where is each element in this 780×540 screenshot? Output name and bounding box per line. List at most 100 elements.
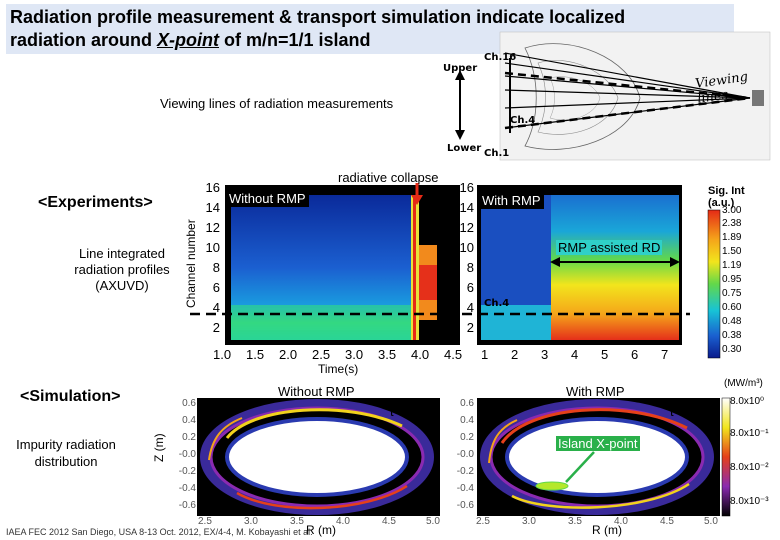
simulation-with-rmp: [477, 398, 720, 516]
ytick: -0.2: [178, 466, 196, 477]
title-line2-em: X-point: [157, 30, 219, 50]
ytick: -0.0: [456, 449, 474, 460]
xtick: 7: [661, 347, 669, 362]
colorbar-tick: 2.38: [722, 218, 742, 229]
sim-y-axis-label: Z (m): [152, 433, 166, 462]
simulation-description: Impurity radiation distribution: [6, 436, 126, 470]
ytick: 8: [212, 260, 220, 275]
ytick: 8: [466, 260, 474, 275]
footer-citation: IAEA FEC 2012 San Diego, USA 8-13 Oct. 2…: [6, 527, 313, 537]
colorbar-tick: 0.30: [722, 344, 742, 355]
xtick: 5.0: [426, 516, 440, 527]
colorbar-tick: 1.50: [722, 246, 742, 257]
experiments-desc-line: (AXUVD): [95, 278, 149, 293]
xtick: 4.0: [336, 516, 350, 527]
left-xticks: 1.0 1.5 2.0 2.5 3.0 3.5 4.0 4.5: [213, 347, 473, 363]
sim-right-x-axis-label: R (m): [592, 523, 622, 537]
ytick: 2: [212, 320, 220, 335]
xtick: 4.5: [382, 516, 396, 527]
experiments-desc-line: radiation profiles: [74, 262, 170, 277]
ytick: 10: [459, 240, 474, 255]
xtick: 3.5: [568, 516, 582, 527]
ytick: 4: [466, 300, 474, 315]
ytick: -0.4: [178, 483, 196, 494]
island-xpoint-label: Island X-point: [556, 436, 640, 451]
xtick: 5: [601, 347, 609, 362]
ch4-dashed-line: [190, 312, 690, 316]
xtick: 2: [511, 347, 519, 362]
xtick: 3.0: [244, 516, 258, 527]
ytick: 6: [212, 280, 220, 295]
ytick: 0.6: [460, 398, 474, 409]
ytick: 12: [459, 220, 474, 235]
xtick: 4.0: [614, 516, 628, 527]
experiments-desc-line: Line integrated: [78, 246, 165, 261]
diagram-ch1-label: Ch.1: [484, 148, 510, 159]
ytick: -0.0: [178, 449, 196, 460]
colorbar-tick: 1.19: [722, 260, 742, 271]
xtick: 1.0: [213, 347, 232, 362]
ytick: 0.2: [182, 432, 196, 443]
ytick: 2: [466, 320, 474, 335]
island-xpoint-pointer: [565, 451, 595, 483]
colorbar-tick: 3.00: [722, 205, 742, 216]
ytick: 12: [205, 220, 220, 235]
ytick: 14: [205, 200, 220, 215]
xtick: 3.5: [378, 347, 397, 362]
xtick: 3.0: [345, 347, 364, 362]
heatmap-without-rmp: [225, 185, 460, 345]
collapse-arrow: [411, 183, 423, 205]
ytick: 10: [205, 240, 220, 255]
diagram-upper-label: Upper: [443, 63, 478, 74]
xtick: 3.0: [522, 516, 536, 527]
ytick: -0.2: [456, 466, 474, 477]
right-xticks: 1 2 3 4 5 6 7: [477, 347, 697, 363]
sim-colorbar: [721, 397, 731, 517]
xtick: 3.5: [290, 516, 304, 527]
ytick: 16: [459, 180, 474, 195]
simulation-without-rmp: [197, 398, 440, 516]
colorbar-tick: 1.89: [722, 232, 742, 243]
title-line1: Radiation profile measurement & transpor…: [10, 7, 626, 27]
sim-y-axis-text: Z (m): [152, 433, 166, 462]
colorbar-tick: 0.48: [722, 316, 742, 327]
colorbar-tick: 0.38: [722, 330, 742, 341]
slide-title: Radiation profile measurement & transpor…: [6, 4, 734, 54]
ytick: 0.6: [182, 398, 196, 409]
xtick: 1.5: [246, 347, 265, 362]
xtick: 4.0: [411, 347, 430, 362]
xtick: 1: [481, 347, 489, 362]
ytick: 14: [459, 200, 474, 215]
colorbar-tick: 0.95: [722, 274, 742, 285]
sim-without-rmp-label: Without RMP: [278, 384, 355, 399]
viewing-lines-diagram: [455, 31, 771, 161]
ytick: 16: [205, 180, 220, 195]
sim-left-x-axis-label: R (m): [306, 523, 336, 537]
ytick: 0.2: [460, 432, 474, 443]
ytick: 0.4: [182, 415, 196, 426]
colorbar-tick: 8.0x10⁻²: [730, 462, 769, 473]
diagram-caption: Viewing lines of radiation measurements: [160, 96, 394, 111]
exp-colorbar-title: Sig. Int (a.u.): [708, 185, 745, 209]
with-rmp-label: With RMP: [479, 192, 544, 209]
simulation-desc-line: Impurity radiation: [16, 437, 116, 452]
experiments-description: Line integrated radiation profiles (AXUV…: [62, 246, 182, 294]
sim-colorbar-unit: (MW/m³): [724, 378, 763, 389]
sim-left-xticks: 2.5 3.0 3.5 4.0 4.5 5.0: [192, 516, 442, 528]
sim-with-rmp-label: With RMP: [566, 384, 625, 399]
exp-colorbar: [707, 209, 721, 359]
sim-time-left: t~3.0 s: [390, 404, 430, 419]
ytick: 4: [212, 300, 220, 315]
ytick: 6: [466, 280, 474, 295]
diagram-ch4-label: Ch.4: [510, 115, 536, 126]
ytick: 0.4: [460, 415, 474, 426]
simulation-desc-line: distribution: [34, 454, 98, 469]
xtick: 4.5: [444, 347, 463, 362]
xtick: 2.5: [198, 516, 212, 527]
experiments-y-axis-text: Channel number: [184, 219, 198, 308]
rmp-assisted-label: RMP assisted RD: [556, 240, 663, 255]
title-line2-post: of m/n=1/1 island: [219, 30, 371, 50]
exp-colorbar-title-text: Sig. Int: [708, 185, 745, 197]
ytick: -0.4: [456, 483, 474, 494]
xtick: 4.5: [660, 516, 674, 527]
